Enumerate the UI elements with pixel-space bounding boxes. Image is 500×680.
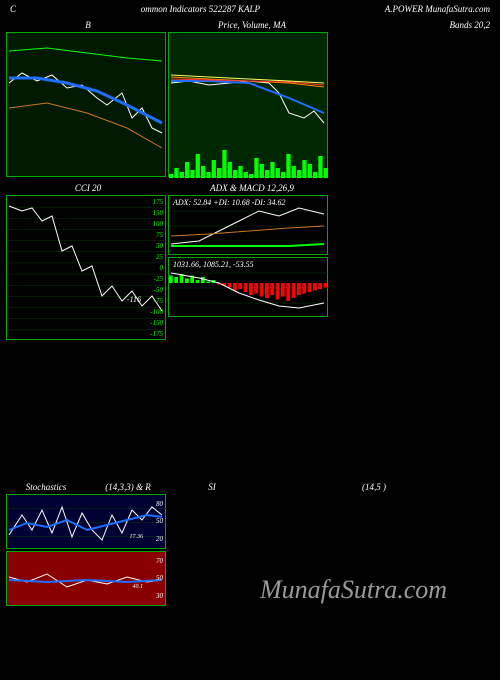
stochastics-chart: 80502017.36	[6, 494, 166, 549]
page-header: C ommon Indicators 522287 KALP A.POWER M…	[0, 0, 500, 18]
chart2-title-r: Bands 20,2	[334, 18, 494, 32]
watermark: MunafaSutra.com	[260, 575, 447, 605]
row3-titles: Stochastics (14,3,3) & R SI (14,5 )	[6, 480, 494, 494]
stoch-title-r: (14,5 )	[254, 480, 494, 494]
header-left: C	[10, 4, 16, 14]
chart3-title: CCI 20	[6, 181, 170, 195]
cci-chart: 1751501007550250-25-50-75-100-150-175-11…	[6, 195, 166, 340]
header-right: A.POWER MunafaSutra.com	[385, 4, 490, 14]
chart2-title-c: Price, Volume, MA	[170, 18, 334, 32]
header-center: ommon Indicators 522287 KALP	[141, 4, 260, 14]
macd-chart: 1031.66, 1085.21, -53.55	[168, 257, 328, 317]
bollinger-chart	[6, 32, 166, 177]
stoch-title-c2: SI	[170, 480, 254, 494]
chart1-title: B	[6, 18, 170, 32]
stoch-title-l: Stochastics	[6, 480, 86, 494]
rsi-chart: 70503040.1	[6, 551, 166, 606]
chart4-title: ADX & MACD 12,26,9	[170, 181, 334, 195]
stoch-title-c: (14,3,3) & R	[86, 480, 170, 494]
row1-titles: B Price, Volume, MA Bands 20,2	[6, 18, 494, 32]
price-volume-chart	[168, 32, 328, 177]
adx-chart: ADX: 52.84 +DI: 10.68 -DI: 34.62	[168, 195, 328, 255]
